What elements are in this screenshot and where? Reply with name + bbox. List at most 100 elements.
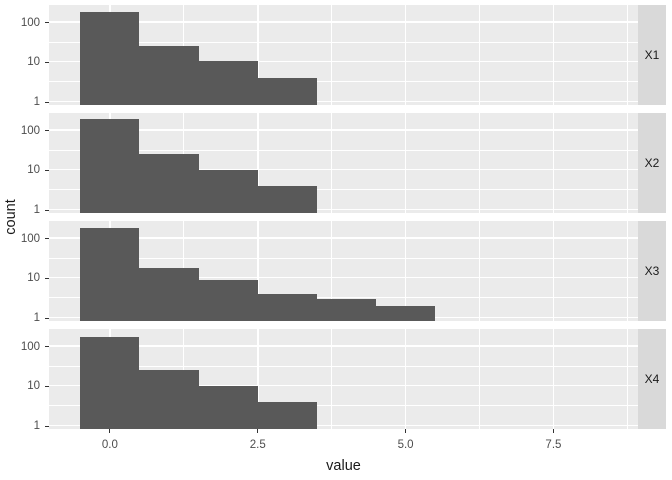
x-minor-gridline [626, 4, 628, 105]
y-minor-gridline [49, 405, 638, 407]
y-major-gridline [49, 129, 638, 131]
x-tick-mark [257, 428, 259, 434]
facet-panel-X1 [49, 4, 638, 105]
histogram-bar [139, 268, 199, 321]
y-minor-gridline [49, 257, 638, 259]
x-major-gridline [404, 328, 407, 429]
y-tick-mark [44, 238, 49, 239]
histogram-bar [316, 299, 376, 321]
histogram-bar [80, 227, 140, 321]
x-major-gridline [257, 328, 259, 429]
x-major-gridline [257, 112, 259, 213]
x-major-gridline [552, 4, 555, 105]
y-tick-mark [44, 169, 49, 171]
y-minor-gridline [49, 365, 638, 367]
facet-strip-X2: X2 [638, 112, 666, 213]
x-major-gridline [404, 4, 407, 105]
y-tick-label: 10 [27, 380, 40, 393]
facet-strip-label: X1 [644, 47, 660, 62]
x-tick-label: 7.5 [545, 438, 562, 451]
x-tick-label: 5.0 [397, 438, 414, 451]
x-tick-label: 2.5 [249, 438, 266, 451]
histogram-bar [80, 11, 140, 105]
histogram-bar [257, 294, 317, 321]
y-tick-label: 100 [20, 232, 40, 245]
histogram-bar [80, 118, 140, 213]
histogram-bar [198, 386, 258, 429]
x-minor-gridline [331, 112, 333, 213]
y-tick-mark [44, 22, 49, 23]
y-major-gridline [49, 384, 638, 387]
facet-panel-X2 [49, 112, 638, 213]
x-axis-title: value [326, 458, 361, 474]
y-minor-gridline [49, 149, 638, 151]
x-minor-gridline [479, 112, 480, 213]
y-minor-gridline [49, 297, 638, 299]
x-major-gridline [552, 112, 555, 213]
histogram-bar [139, 45, 199, 105]
histogram-bar [376, 306, 436, 321]
y-major-gridline [49, 168, 638, 171]
facet-strip-label: X3 [644, 263, 660, 278]
facet-panel-X3 [49, 220, 638, 321]
facet-strip-X3: X3 [638, 220, 666, 321]
x-tick-label: 0.0 [101, 438, 118, 451]
histogram-bar [198, 170, 258, 213]
y-major-gridline [49, 276, 638, 279]
x-minor-gridline [626, 328, 628, 429]
y-tick-mark [44, 425, 49, 427]
y-major-gridline [49, 237, 638, 239]
histogram-bar [139, 369, 199, 429]
histogram-bar [257, 186, 317, 213]
facet-strip-label: X4 [644, 371, 660, 386]
x-major-gridline [257, 4, 259, 105]
x-major-gridline [257, 220, 259, 321]
y-tick-mark [44, 346, 49, 347]
x-minor-gridline [479, 328, 480, 429]
y-tick-label: 10 [27, 164, 40, 177]
y-major-gridline [49, 208, 638, 211]
y-major-gridline [49, 424, 638, 427]
y-minor-gridline [49, 81, 638, 83]
y-tick-label: 100 [20, 340, 40, 353]
x-major-gridline [552, 220, 555, 321]
y-tick-mark [44, 101, 49, 103]
x-minor-gridline [331, 4, 333, 105]
histogram-bar [139, 154, 199, 213]
facet-strip-X1: X1 [638, 4, 666, 105]
x-major-gridline [552, 328, 555, 429]
y-minor-gridline [49, 189, 638, 191]
histogram-bar [80, 337, 140, 429]
facet-panel-X4 [49, 328, 638, 429]
x-major-gridline [404, 112, 407, 213]
x-major-gridline [404, 220, 407, 321]
y-tick-label: 100 [20, 16, 40, 29]
y-tick-mark [44, 277, 49, 279]
x-minor-gridline [626, 112, 628, 213]
x-minor-gridline [331, 328, 333, 429]
y-tick-label: 10 [27, 56, 40, 69]
y-tick-mark [44, 317, 49, 319]
y-tick-label: 1 [33, 312, 40, 325]
x-minor-gridline [479, 4, 480, 105]
y-tick-mark [44, 385, 49, 387]
facet-strip-X4: X4 [638, 328, 666, 429]
histogram-bar [257, 402, 317, 429]
facet-strip-label: X2 [644, 155, 660, 170]
y-tick-label: 1 [33, 204, 40, 217]
y-minor-gridline [49, 41, 638, 43]
x-minor-gridline [479, 220, 480, 321]
y-major-gridline [49, 60, 638, 63]
y-tick-label: 1 [33, 420, 40, 433]
x-tick-mark [109, 428, 111, 434]
y-tick-label: 100 [20, 124, 40, 137]
y-tick-mark [44, 61, 49, 63]
y-major-gridline [49, 100, 638, 103]
x-tick-mark [405, 428, 407, 434]
histogram-bar [198, 280, 258, 321]
y-tick-label: 1 [33, 96, 40, 109]
y-major-gridline [49, 345, 638, 347]
x-tick-mark [552, 428, 554, 434]
y-tick-label: 10 [27, 272, 40, 285]
